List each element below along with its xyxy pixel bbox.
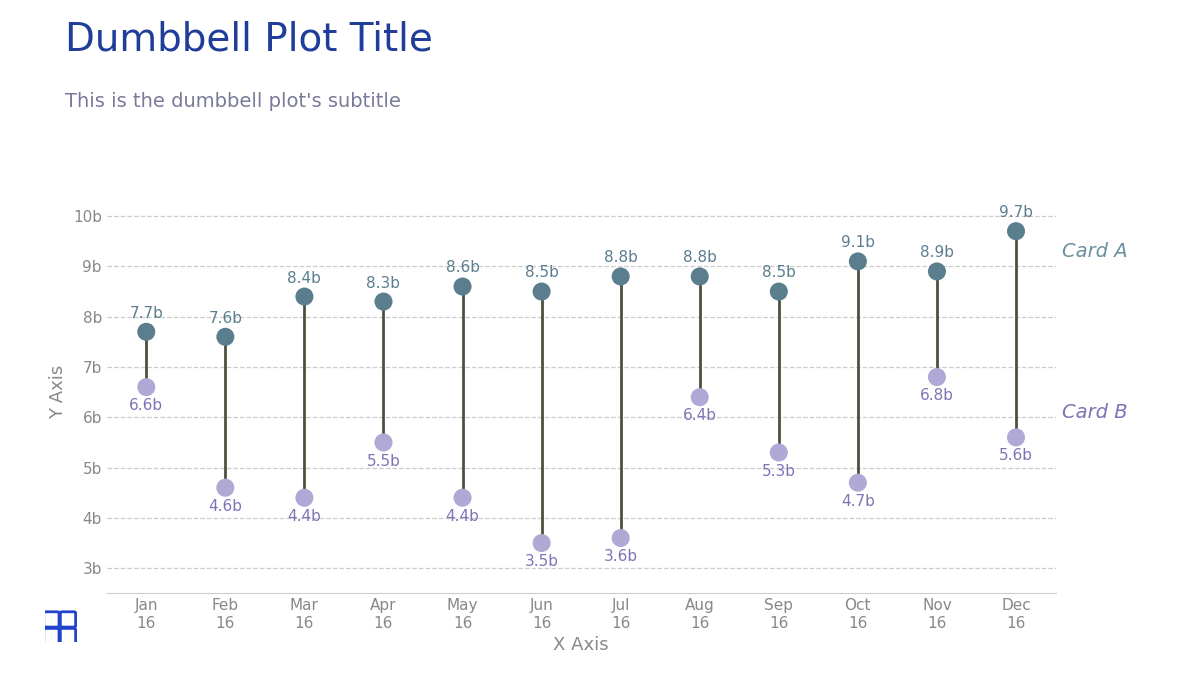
Point	[1007, 226, 1026, 237]
Text: 8.5b: 8.5b	[761, 265, 796, 280]
Text: 8.8b: 8.8b	[604, 250, 638, 265]
X-axis label: X Axis: X Axis	[554, 636, 608, 654]
Text: 8.5b: 8.5b	[524, 265, 559, 280]
Point	[1007, 432, 1026, 443]
Text: 6.8b: 6.8b	[920, 388, 954, 403]
Point	[770, 286, 789, 297]
Text: 8.9b: 8.9b	[920, 246, 954, 261]
Point	[611, 533, 630, 544]
Text: Card A: Card A	[1063, 242, 1128, 261]
Text: 9.1b: 9.1b	[841, 235, 875, 250]
Text: 3.6b: 3.6b	[604, 549, 638, 564]
Text: 6.6b: 6.6b	[129, 398, 164, 413]
Text: 8.8b: 8.8b	[683, 250, 716, 265]
Point	[690, 391, 709, 402]
Point	[690, 271, 709, 282]
Text: 8.3b: 8.3b	[366, 276, 401, 291]
Text: 6.4b: 6.4b	[683, 409, 716, 424]
Point	[136, 382, 155, 393]
Point	[770, 447, 789, 458]
Point	[374, 437, 393, 448]
Point	[533, 537, 551, 548]
Text: 4.4b: 4.4b	[287, 509, 321, 524]
Text: Card B: Card B	[1063, 403, 1128, 421]
Text: 8.6b: 8.6b	[446, 261, 479, 276]
Point	[848, 477, 867, 488]
Text: 3.5b: 3.5b	[524, 554, 559, 569]
Point	[374, 296, 393, 307]
Point	[216, 331, 235, 342]
Point	[216, 482, 235, 493]
Point	[927, 266, 946, 277]
Text: This is the dumbbell plot's subtitle: This is the dumbbell plot's subtitle	[65, 92, 401, 111]
Point	[295, 291, 314, 302]
Point	[611, 271, 630, 282]
Point	[927, 372, 946, 383]
Text: 5.5b: 5.5b	[366, 454, 401, 469]
Text: 5.3b: 5.3b	[761, 464, 796, 479]
Text: 4.7b: 4.7b	[841, 494, 875, 509]
Text: 5.6b: 5.6b	[999, 449, 1033, 464]
Y-axis label: Y Axis: Y Axis	[50, 365, 68, 419]
Point	[295, 492, 314, 503]
Text: 4.4b: 4.4b	[446, 509, 479, 524]
Text: 8.4b: 8.4b	[287, 271, 321, 286]
Point	[848, 256, 867, 267]
Text: 7.6b: 7.6b	[209, 311, 242, 326]
Text: 9.7b: 9.7b	[999, 205, 1033, 220]
Point	[453, 281, 472, 292]
Point	[453, 492, 472, 503]
Point	[136, 327, 155, 338]
Text: 4.6b: 4.6b	[209, 499, 242, 514]
Text: 7.7b: 7.7b	[129, 306, 164, 321]
Point	[533, 286, 551, 297]
Text: Dumbbell Plot Title: Dumbbell Plot Title	[65, 20, 433, 59]
